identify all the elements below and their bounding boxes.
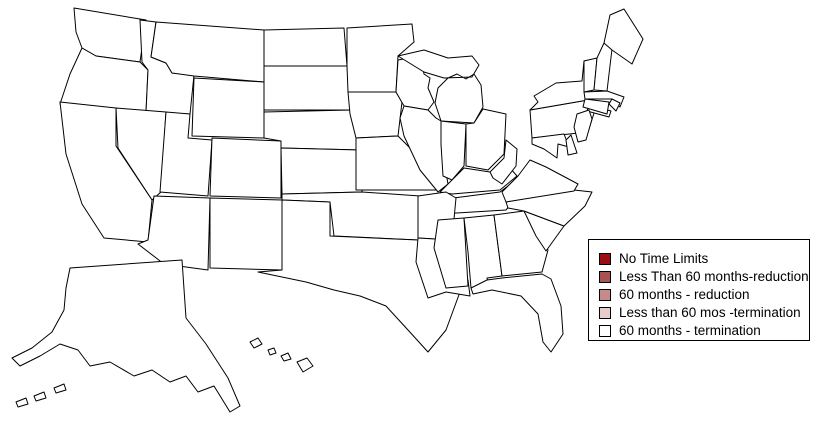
legend-label: Less than 60 mos -termination xyxy=(619,305,801,320)
legend-swatch-lt60-reduction xyxy=(599,271,611,283)
legend-item: 60 months - termination xyxy=(599,322,809,340)
legend-item: Less Than 60 months-reduction xyxy=(599,268,809,286)
state-nd xyxy=(263,27,348,67)
state-ga xyxy=(493,210,549,277)
legend-swatch-60-termination xyxy=(599,325,611,337)
state-nj xyxy=(573,109,593,143)
state-fl xyxy=(470,273,564,353)
state-oh xyxy=(465,108,507,171)
state-mi xyxy=(397,49,484,124)
state-sd xyxy=(263,65,352,111)
state-wv xyxy=(489,139,518,185)
state-ks xyxy=(280,147,365,195)
state-nm xyxy=(209,197,283,271)
aleutian-island-icon xyxy=(33,391,47,402)
state-me xyxy=(603,8,644,65)
legend-item: 60 months - reduction xyxy=(599,286,809,304)
legend-item: No Time Limits xyxy=(599,250,809,268)
aleutian-island-icon xyxy=(53,383,67,394)
legend: No Time Limits Less Than 60 months-reduc… xyxy=(588,239,810,341)
legend-label: 60 months - termination xyxy=(619,323,761,338)
state-nh xyxy=(593,42,613,92)
state-co xyxy=(209,137,282,199)
legend-label: 60 months - reduction xyxy=(619,287,750,302)
state-va xyxy=(501,159,579,203)
state-de xyxy=(565,134,578,156)
state-ct xyxy=(582,98,610,115)
state-tx xyxy=(257,199,461,353)
legend-item: Less than 60 mos -termination xyxy=(599,304,809,322)
state-hi xyxy=(249,337,314,373)
state-ia xyxy=(347,91,403,139)
legend-swatch-60-reduction xyxy=(599,289,611,301)
state-wy xyxy=(191,77,265,139)
state-md xyxy=(531,133,570,159)
state-ri xyxy=(608,98,621,112)
state-ak xyxy=(11,259,241,413)
legend-swatch-no-time-limits xyxy=(599,253,611,265)
legend-swatch-lt60-termination xyxy=(599,307,611,319)
state-ms xyxy=(433,217,469,289)
legend-label: Less Than 60 months-reduction xyxy=(619,269,809,284)
legend-label: No Time Limits xyxy=(619,251,709,266)
aleutian-island-icon xyxy=(15,397,29,408)
